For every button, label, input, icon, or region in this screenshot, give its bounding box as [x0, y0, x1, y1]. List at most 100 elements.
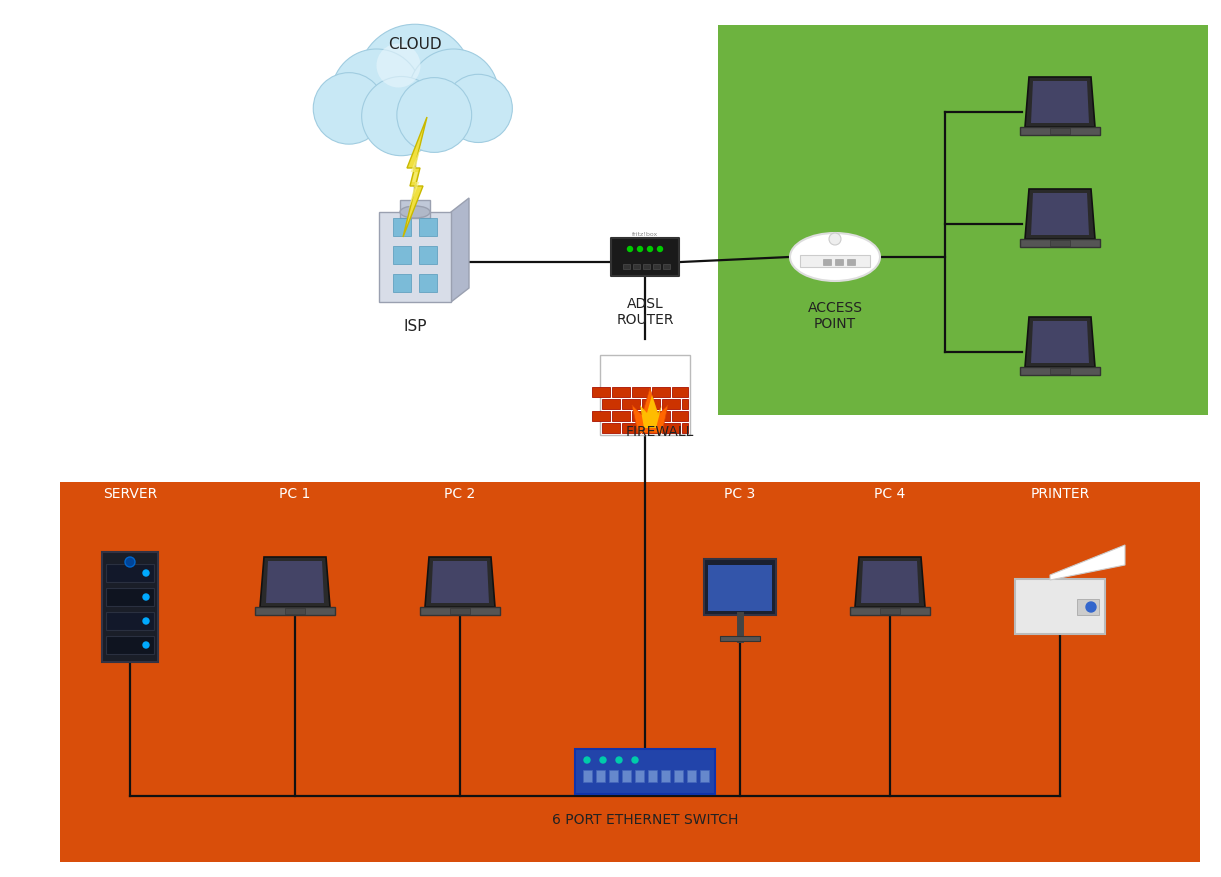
Bar	[106, 612, 154, 630]
Text: 6 PORT ETHERNET SWITCH: 6 PORT ETHERNET SWITCH	[552, 813, 739, 827]
Bar	[106, 588, 154, 606]
Bar	[379, 212, 451, 302]
Circle shape	[657, 246, 663, 252]
Bar	[683, 423, 687, 433]
Circle shape	[617, 757, 621, 763]
Text: ADSL
ROUTER: ADSL ROUTER	[617, 297, 674, 327]
Circle shape	[584, 757, 590, 763]
Bar	[1077, 599, 1099, 615]
Bar	[621, 770, 631, 782]
Bar	[575, 749, 716, 794]
Circle shape	[125, 557, 136, 567]
Polygon shape	[1031, 321, 1089, 363]
Bar	[661, 770, 670, 782]
Polygon shape	[431, 561, 488, 603]
Bar	[648, 770, 657, 782]
Bar	[1015, 579, 1105, 634]
Bar	[602, 399, 620, 409]
Bar	[596, 770, 604, 782]
Bar	[632, 411, 650, 421]
Bar	[850, 607, 930, 615]
Bar	[674, 770, 683, 782]
Circle shape	[358, 25, 473, 139]
Bar	[632, 264, 640, 269]
Bar	[652, 387, 670, 397]
Bar	[1050, 128, 1070, 134]
Bar	[720, 636, 759, 641]
Text: PC 1: PC 1	[280, 487, 310, 501]
Bar	[393, 218, 411, 236]
Bar	[419, 246, 437, 264]
Polygon shape	[861, 561, 919, 603]
Bar	[643, 264, 650, 269]
Polygon shape	[260, 557, 330, 607]
Polygon shape	[640, 395, 662, 428]
Bar	[663, 264, 670, 269]
Circle shape	[637, 246, 642, 252]
Bar	[800, 255, 871, 267]
Circle shape	[361, 76, 441, 156]
Circle shape	[143, 570, 149, 576]
Bar	[592, 411, 610, 421]
Bar	[653, 264, 661, 269]
Bar	[652, 411, 670, 421]
Polygon shape	[266, 561, 324, 603]
Bar	[642, 423, 661, 433]
Bar	[632, 387, 650, 397]
Bar	[106, 636, 154, 654]
Bar	[672, 387, 687, 397]
Bar	[106, 564, 154, 582]
Bar	[835, 259, 842, 265]
Circle shape	[632, 757, 639, 763]
Bar	[1020, 239, 1100, 247]
Circle shape	[1085, 602, 1096, 612]
Bar	[708, 565, 772, 611]
Polygon shape	[403, 117, 427, 237]
Bar	[687, 770, 696, 782]
Polygon shape	[1024, 189, 1095, 239]
Bar	[662, 399, 680, 409]
Bar	[582, 770, 592, 782]
Polygon shape	[425, 557, 495, 607]
Bar	[393, 274, 411, 292]
Bar	[419, 218, 437, 236]
Bar	[393, 246, 411, 264]
Text: PC 4: PC 4	[874, 487, 906, 501]
Bar	[1020, 127, 1100, 135]
Circle shape	[314, 73, 385, 144]
Text: ACCESS
POINT: ACCESS POINT	[807, 301, 862, 332]
Bar	[60, 482, 1200, 862]
Bar	[400, 200, 430, 218]
Bar	[451, 608, 470, 614]
Circle shape	[600, 757, 606, 763]
Text: SERVER: SERVER	[103, 487, 158, 501]
Ellipse shape	[790, 233, 880, 281]
Bar	[662, 423, 680, 433]
Bar	[847, 259, 855, 265]
Bar	[1020, 367, 1100, 375]
Polygon shape	[1031, 193, 1089, 235]
Bar	[642, 399, 661, 409]
Bar	[602, 423, 620, 433]
Text: PC 2: PC 2	[444, 487, 476, 501]
Polygon shape	[1050, 545, 1125, 580]
Polygon shape	[451, 198, 469, 302]
Bar	[609, 770, 618, 782]
Polygon shape	[408, 144, 421, 210]
Bar	[635, 770, 643, 782]
Bar	[621, 399, 640, 409]
Circle shape	[143, 618, 149, 624]
Polygon shape	[632, 388, 668, 433]
Circle shape	[143, 594, 149, 600]
Bar	[610, 238, 679, 276]
Circle shape	[143, 642, 149, 648]
Bar	[683, 399, 687, 409]
Bar	[612, 387, 630, 397]
Bar	[420, 607, 501, 615]
Polygon shape	[855, 557, 926, 607]
Bar	[612, 411, 630, 421]
Bar	[1050, 240, 1070, 246]
Text: ISP: ISP	[403, 319, 427, 334]
Circle shape	[397, 77, 471, 153]
Bar	[592, 387, 610, 397]
